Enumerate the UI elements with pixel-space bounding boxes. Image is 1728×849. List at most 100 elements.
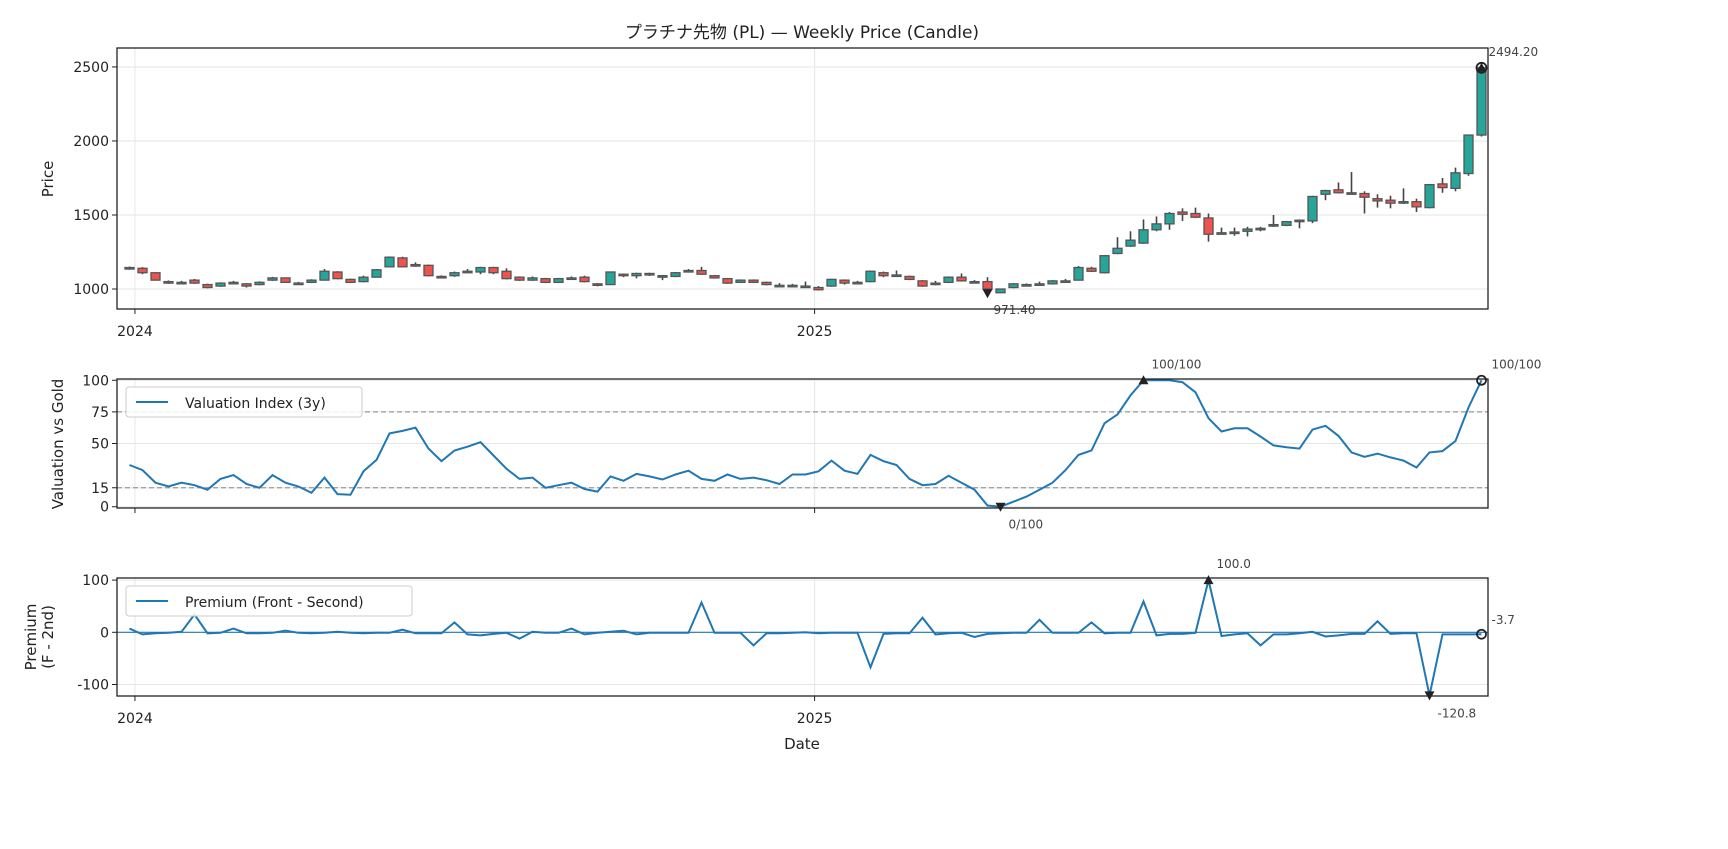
candle-body bbox=[865, 270, 876, 283]
candle-body bbox=[358, 276, 369, 283]
candle-body bbox=[1294, 219, 1305, 223]
candle-body bbox=[683, 269, 694, 273]
min-marker-icon bbox=[995, 502, 1006, 512]
candle-body bbox=[1203, 217, 1214, 235]
candle-body bbox=[1073, 266, 1084, 281]
candle-body bbox=[1359, 192, 1370, 198]
candle-body bbox=[1268, 223, 1279, 227]
candle-body bbox=[878, 272, 889, 277]
candle-body bbox=[1424, 183, 1435, 209]
candle-body bbox=[1190, 212, 1201, 218]
min-marker-icon bbox=[982, 289, 993, 299]
candle-body bbox=[501, 270, 512, 280]
y-tick-label: 15 bbox=[91, 481, 109, 497]
candle-body bbox=[1463, 134, 1474, 175]
candle-body bbox=[644, 272, 655, 276]
candle-body bbox=[124, 266, 135, 270]
candle-body bbox=[423, 264, 434, 277]
candle-body bbox=[1216, 232, 1227, 235]
candle-body bbox=[1450, 172, 1461, 189]
candle-body bbox=[553, 278, 564, 284]
candle-body bbox=[254, 281, 265, 286]
candle-body bbox=[1099, 255, 1110, 274]
max-marker-icon bbox=[1138, 375, 1149, 385]
legend-box bbox=[125, 386, 363, 418]
candle-body bbox=[462, 270, 473, 274]
candle-body bbox=[943, 276, 954, 284]
candle-body bbox=[306, 279, 317, 284]
candle-body bbox=[839, 279, 850, 284]
candle-body bbox=[566, 277, 577, 281]
candle-body bbox=[592, 283, 603, 286]
y-tick-label: 1500 bbox=[73, 208, 109, 224]
candle-body bbox=[1346, 192, 1357, 195]
candle-body bbox=[722, 278, 733, 284]
candle-body bbox=[1125, 239, 1136, 247]
y-tick-label: 75 bbox=[91, 405, 109, 421]
price-panel: 1000 1500 2000 2500 2024 2025 971.40 2494.20 bbox=[73, 45, 1538, 340]
candle-body bbox=[748, 279, 759, 284]
candle-body bbox=[228, 281, 239, 285]
candle-body bbox=[800, 285, 811, 289]
candle-body bbox=[774, 284, 785, 288]
y-tick-label: 100 bbox=[82, 373, 109, 389]
candle-body bbox=[995, 288, 1006, 294]
candle-body bbox=[137, 267, 148, 274]
candle-body bbox=[163, 280, 174, 284]
candle-body bbox=[709, 275, 720, 279]
x-axis-label: Date bbox=[784, 735, 820, 753]
candle-body bbox=[150, 272, 161, 281]
candle-body bbox=[371, 269, 382, 278]
candle-body bbox=[410, 263, 421, 267]
candle-body bbox=[1229, 231, 1240, 235]
candle-body bbox=[1398, 201, 1409, 204]
premium-panel: -100 0 100 2024 2025 100.0 -120.8 -3.7 Premium (… bbox=[77, 557, 1515, 727]
candle-body bbox=[1034, 283, 1045, 286]
candle-body bbox=[514, 276, 525, 281]
candle-body bbox=[605, 271, 616, 286]
candle-body bbox=[1437, 183, 1448, 189]
candle-body bbox=[1476, 67, 1487, 136]
x-tick-label: 2025 bbox=[797, 324, 833, 340]
candle-body bbox=[293, 282, 304, 286]
candle-body bbox=[813, 286, 824, 291]
y-tick-label: 0 bbox=[100, 625, 109, 641]
candle-body bbox=[930, 282, 941, 286]
last-circle-icon bbox=[1476, 628, 1487, 640]
candle-body bbox=[761, 281, 772, 286]
candle-body bbox=[969, 280, 980, 284]
premium-ylabel-line1: Premium bbox=[22, 604, 40, 671]
y-tick-label: 0 bbox=[100, 500, 109, 516]
candle-body bbox=[215, 282, 226, 287]
candle-body bbox=[397, 257, 408, 268]
axes-frame bbox=[116, 47, 1489, 310]
candle-body bbox=[696, 269, 707, 275]
min-annotation: -120.8 bbox=[1438, 706, 1477, 720]
candle-body bbox=[670, 272, 681, 278]
candle-body bbox=[735, 279, 746, 284]
candle-body bbox=[1307, 195, 1318, 222]
price-ylabel: Price bbox=[39, 161, 57, 198]
candle-body bbox=[1112, 247, 1123, 255]
candle-body bbox=[657, 275, 668, 278]
candle-body bbox=[475, 266, 486, 273]
valuation-ylabel: Valuation vs Gold bbox=[49, 379, 67, 510]
y-tick-label: 50 bbox=[91, 437, 109, 453]
y-tick-label: 100 bbox=[82, 573, 109, 589]
candle-body bbox=[917, 280, 928, 287]
candle-body bbox=[1086, 267, 1097, 272]
candle-body bbox=[1047, 280, 1058, 285]
candle-body bbox=[579, 276, 590, 283]
x-tick-label: 2025 bbox=[797, 711, 833, 727]
candle-body bbox=[1008, 283, 1019, 289]
candle-body bbox=[904, 275, 915, 281]
last-annotation: -3.7 bbox=[1492, 613, 1515, 627]
y-tick-label: -100 bbox=[77, 678, 109, 694]
candle-body bbox=[384, 256, 395, 268]
candle-body bbox=[332, 271, 343, 280]
candle-body bbox=[1242, 228, 1253, 232]
candle-body bbox=[449, 272, 460, 277]
chart-title: プラチナ先物 (PL) — Weekly Price (Candle) bbox=[625, 23, 979, 43]
candle-body bbox=[1151, 223, 1162, 231]
